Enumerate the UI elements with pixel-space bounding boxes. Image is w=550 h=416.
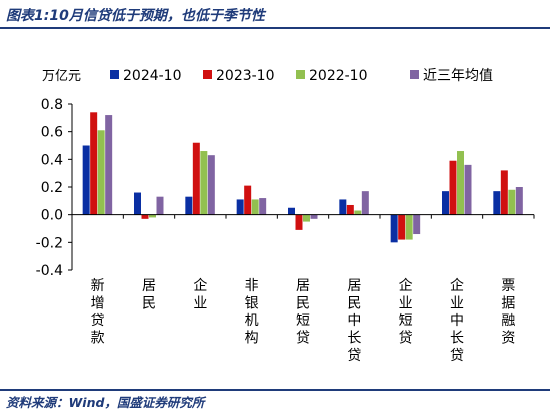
x-tick-label: 企业中长贷 (450, 277, 464, 364)
bar (259, 198, 267, 215)
legend-label: 2022-10 (309, 68, 368, 84)
bar (500, 170, 508, 215)
bar (288, 207, 295, 215)
bar (90, 112, 98, 215)
bar-chart: 2024-10 2023-10 2022-10 近三年均值 万亿元 -0.4 -0.2 0… (36, 68, 535, 364)
bar (149, 214, 156, 218)
y-axis: -0.4 -0.2 0.0 0.2 0.4 0.6 0.8 (36, 97, 73, 279)
chart-legend: 2024-10 2023-10 2022-10 近三年均值 (110, 68, 493, 84)
bar (339, 199, 347, 215)
x-tick-label: 企业短贷 (399, 277, 413, 347)
bar (449, 160, 457, 215)
y-tick-label: -0.4 (36, 263, 63, 279)
bar (156, 196, 164, 215)
source-note: 资料来源：Wind，国盛证券研究所 (6, 395, 205, 410)
y-tick-label: 0.6 (41, 125, 63, 141)
bar (390, 214, 398, 243)
x-tick-label: 企业 (193, 277, 207, 312)
bar (405, 214, 413, 240)
y-tick-label: 0.0 (41, 208, 63, 224)
bar (493, 191, 501, 215)
bar (236, 199, 244, 215)
bar (295, 214, 303, 230)
legend-swatch (296, 70, 305, 79)
bar (442, 191, 449, 215)
legend-label: 2023-10 (216, 68, 275, 84)
x-tick-label: 新增贷款 (91, 278, 105, 347)
figure-title: 图表1:10月信贷低于预期，也低于季节性 (6, 8, 265, 24)
bar (82, 145, 90, 215)
legend-swatch (410, 70, 419, 79)
legend-label: 近三年均值 (423, 68, 493, 84)
bar (97, 130, 105, 215)
bar (457, 151, 464, 215)
title-rule (0, 27, 550, 29)
x-axis: 新增贷款 居民 企业 非银机构 居民短贷 居民中长贷 企业短贷 企业中长贷 票据融资 (71, 214, 535, 364)
bar (354, 210, 362, 215)
y-tick-label: 0.2 (41, 180, 63, 196)
bar (207, 155, 215, 215)
x-tick-label: 居民中长贷 (347, 278, 361, 364)
source-rule (0, 389, 550, 391)
bar (134, 192, 141, 215)
y-tick-label: 0.8 (41, 97, 63, 113)
y-tick-label: -0.2 (36, 235, 63, 251)
bar (310, 214, 318, 219)
bar (105, 115, 113, 215)
bar (185, 196, 193, 215)
x-tick-label: 非银机构 (245, 278, 259, 347)
bar (141, 214, 149, 219)
bar (361, 191, 369, 215)
x-tick-label: 票据融资 (501, 278, 515, 347)
legend-label: 2024-10 (123, 68, 182, 84)
bar (200, 151, 208, 215)
bar (508, 189, 516, 215)
bar (244, 185, 252, 215)
legend-swatch (203, 70, 212, 79)
bar (515, 187, 523, 215)
bar (303, 214, 310, 222)
y-tick-label: 0.4 (41, 152, 63, 168)
x-tick-label: 居民 (142, 278, 156, 312)
bar (464, 164, 472, 215)
y-unit-label: 万亿元 (42, 69, 81, 84)
bar (413, 214, 421, 235)
bar (251, 199, 259, 215)
bars (82, 112, 523, 243)
bar (192, 142, 200, 215)
x-tick-label: 居民短贷 (296, 278, 310, 347)
bar (398, 214, 406, 240)
legend-swatch (110, 70, 119, 79)
bar (346, 204, 354, 215)
